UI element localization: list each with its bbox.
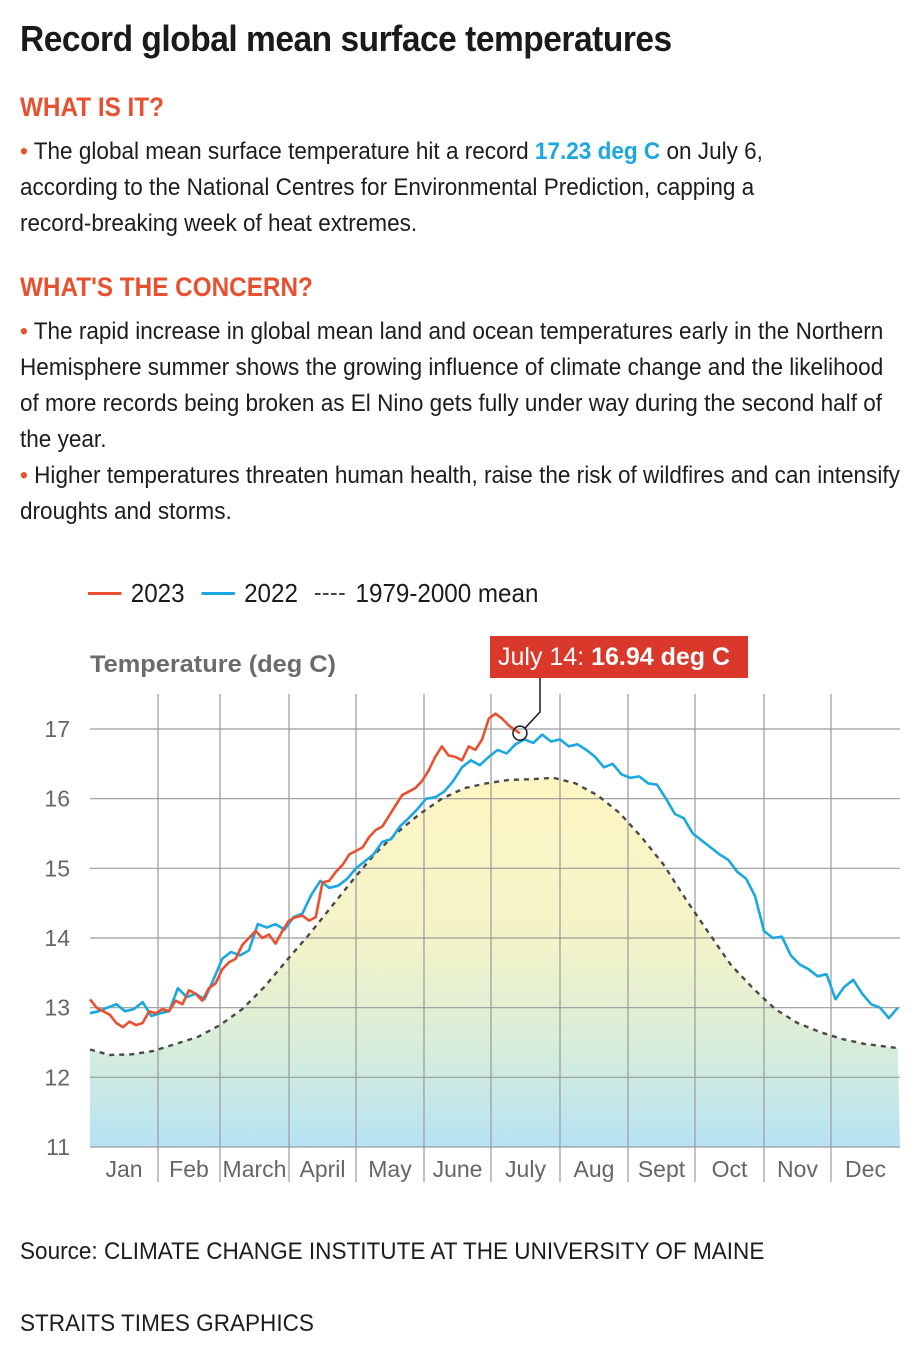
bullet-text: Higher temperatures threaten human healt… [20, 462, 900, 525]
annotation-marker-circle [512, 725, 528, 741]
source-note: Source: CLIMATE CHANGE INSTITUTE AT THE … [20, 1238, 765, 1265]
x-tick-label: Dec [845, 1156, 886, 1182]
annotation-callout-text: July 14: 16.94 deg C [498, 643, 730, 671]
bullet-icon: • [20, 138, 28, 165]
section-concern-text: • The rapid increase in global mean land… [20, 314, 903, 530]
section-what-is-it-text: • The global mean surface temperature hi… [20, 134, 811, 242]
record-temperature-highlight: 17.23 deg C [534, 138, 661, 165]
section-heading-what-is-it: WHAT IS IT? [20, 92, 164, 122]
legend-item-2023: 2023 [88, 578, 185, 609]
section-heading-concern: WHAT'S THE CONCERN? [20, 272, 313, 302]
y-tick-label: 13 [44, 995, 70, 1021]
y-axis-label: Temperature (deg C) [90, 651, 336, 678]
concern-bullet-1: • The rapid increase in global mean land… [20, 314, 903, 458]
x-tick-label: June [433, 1156, 483, 1182]
x-tick-label: July [505, 1156, 546, 1182]
x-tick-label: Feb [169, 1156, 209, 1182]
y-tick-label: 16 [44, 786, 70, 812]
legend-item-2022: 2022 [201, 578, 298, 609]
concern-bullet-2: • Higher temperatures threaten human hea… [20, 458, 903, 530]
mean-area-fill [90, 777, 900, 1147]
series-line-2022 [89, 733, 899, 1020]
legend-label-2022: 2022 [244, 578, 298, 608]
x-tick-label: Jan [105, 1156, 142, 1182]
bullet-text: The global mean surface temperature hit … [33, 138, 535, 165]
legend-swatch-2023 [88, 592, 122, 595]
x-tick-label: Nov [777, 1156, 818, 1182]
y-tick-label: 17 [44, 716, 70, 742]
page-title: Record global mean surface temperatures [20, 18, 672, 59]
legend-swatch-2022 [201, 592, 235, 595]
bullet-text-continued: on July 6, according to the National Cen… [20, 138, 763, 237]
bullet-icon: • [20, 462, 28, 489]
x-tick-label: May [368, 1156, 412, 1182]
series-line-2023 [88, 712, 521, 1029]
annotation-callout-box [490, 636, 748, 678]
x-tick-label: Aug [574, 1156, 615, 1182]
legend-swatch-mean [314, 592, 345, 595]
x-tick-label: April [299, 1156, 345, 1182]
y-tick-label: 15 [44, 855, 70, 881]
legend-label-mean: 1979-2000 mean [355, 578, 539, 608]
x-tick-label: March [223, 1156, 287, 1182]
chart-legend: 2023 2022 1979-2000 mean [88, 578, 555, 609]
annotation-date: July 14: [498, 643, 591, 671]
bullet-icon: • [20, 318, 28, 345]
annotation-value: 16.94 deg C [591, 643, 730, 671]
x-tick-label: Oct [712, 1156, 748, 1182]
legend-item-mean: 1979-2000 mean [314, 578, 539, 609]
y-tick-label: 11 [46, 1134, 70, 1160]
y-tick-label: 12 [44, 1064, 70, 1090]
x-tick-label: Sept [638, 1156, 686, 1182]
series-line-1979-2000-mean [89, 776, 898, 1057]
bullet-text: The rapid increase in global mean land a… [20, 318, 884, 453]
y-tick-label: 14 [44, 925, 70, 951]
credit-note: STRAITS TIMES GRAPHICS [20, 1310, 314, 1337]
annotation-leader-line [524, 678, 541, 729]
legend-label-2023: 2023 [130, 578, 185, 608]
